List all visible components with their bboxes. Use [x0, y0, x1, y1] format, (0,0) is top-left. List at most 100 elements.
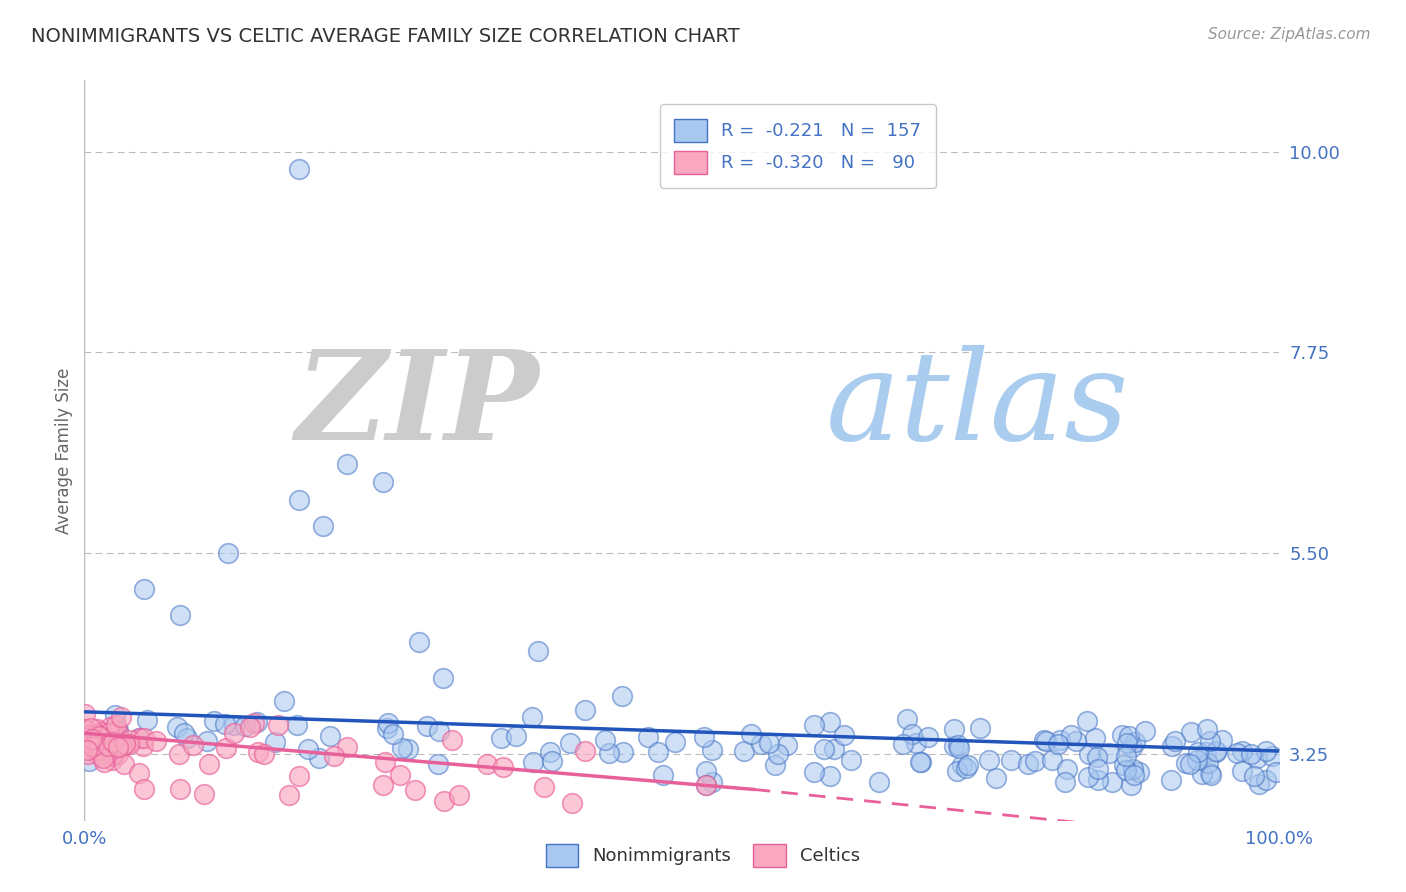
Point: [1122, 762, 1144, 776]
Point: [76, 743, 98, 757]
Point: [112, 756, 135, 771]
Point: [93, 755, 115, 769]
Point: [80, 721, 103, 735]
Point: [891, 737, 914, 751]
Point: [396, 741, 419, 756]
Point: [114, 738, 136, 752]
Point: [101, 753, 124, 767]
Point: [318, 729, 340, 743]
Point: [1240, 747, 1263, 761]
Point: [1243, 769, 1265, 783]
Point: [373, 475, 395, 489]
Point: [87, 736, 110, 750]
Point: [222, 726, 245, 740]
Point: [1077, 770, 1099, 784]
Point: [1254, 772, 1277, 787]
Point: [561, 796, 583, 810]
Point: [405, 782, 427, 797]
Point: [97, 737, 120, 751]
Point: [475, 756, 498, 771]
Point: [239, 721, 262, 735]
Point: [910, 755, 932, 769]
Point: [1101, 775, 1123, 789]
Point: [1265, 765, 1288, 780]
Point: [278, 789, 301, 803]
Point: [733, 744, 755, 758]
Point: [73, 706, 96, 721]
Point: [1024, 754, 1046, 768]
Point: [242, 716, 264, 731]
Point: [97, 742, 120, 756]
Point: [942, 722, 965, 736]
Point: [169, 608, 191, 623]
Point: [128, 731, 150, 746]
Point: [416, 719, 439, 733]
Point: [382, 727, 405, 741]
Point: [132, 739, 155, 753]
Point: [98, 726, 121, 740]
Point: [900, 727, 922, 741]
Point: [93, 745, 115, 759]
Point: [233, 718, 256, 732]
Point: [1047, 738, 1070, 752]
Point: [955, 761, 977, 775]
Point: [1205, 744, 1227, 758]
Point: [75, 739, 97, 754]
Point: [128, 731, 150, 746]
Point: [1195, 745, 1218, 759]
Point: [264, 735, 287, 749]
Point: [695, 778, 717, 792]
Point: [195, 734, 218, 748]
Point: [252, 747, 274, 761]
Point: [246, 715, 269, 730]
Point: [1087, 762, 1109, 776]
Point: [1226, 746, 1249, 760]
Point: [969, 721, 991, 735]
Point: [1122, 768, 1144, 782]
Point: [79, 731, 101, 746]
Point: [492, 760, 515, 774]
Point: [664, 735, 686, 749]
Point: [1111, 728, 1133, 742]
Point: [904, 736, 927, 750]
Point: [86, 722, 108, 736]
Point: [1187, 745, 1209, 759]
Text: Source: ZipAtlas.com: Source: ZipAtlas.com: [1208, 27, 1371, 42]
Point: [948, 740, 970, 755]
Point: [1053, 775, 1076, 789]
Point: [101, 735, 124, 749]
Point: [132, 782, 156, 797]
Point: [111, 740, 134, 755]
Point: [1076, 714, 1098, 728]
Point: [312, 519, 335, 533]
Point: [1116, 736, 1139, 750]
Point: [574, 744, 596, 758]
Point: [335, 739, 357, 754]
Point: [107, 726, 129, 740]
Point: [558, 736, 581, 750]
Point: [432, 671, 454, 685]
Point: [80, 740, 103, 755]
Point: [1000, 753, 1022, 767]
Point: [103, 725, 125, 739]
Point: [652, 768, 675, 782]
Point: [1056, 762, 1078, 776]
Point: [538, 745, 561, 759]
Point: [89, 739, 111, 753]
Point: [612, 745, 634, 759]
Point: [841, 753, 863, 767]
Point: [101, 747, 124, 762]
Point: [1064, 734, 1087, 748]
Point: [803, 717, 825, 731]
Point: [942, 739, 965, 753]
Point: [181, 738, 204, 752]
Point: [818, 714, 841, 729]
Point: [832, 729, 855, 743]
Point: [110, 709, 132, 723]
Point: [950, 758, 973, 772]
Point: [1032, 733, 1054, 747]
Point: [505, 729, 527, 743]
Point: [1199, 765, 1222, 780]
Point: [308, 750, 330, 764]
Point: [267, 718, 290, 732]
